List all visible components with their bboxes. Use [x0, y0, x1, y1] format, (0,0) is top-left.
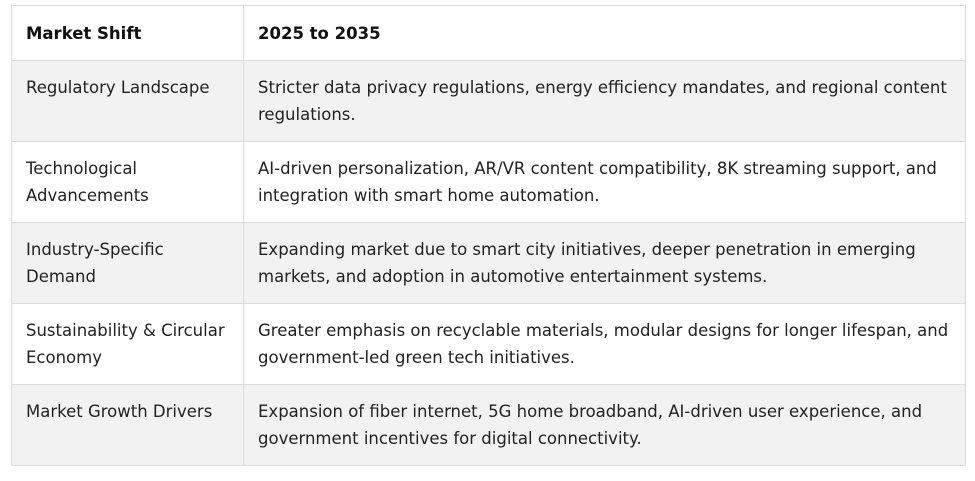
header-market-shift: Market Shift [11, 5, 244, 61]
table-row: Regulatory Landscape Stricter data priva… [11, 60, 966, 142]
row-detail-cell: Greater emphasis on recyclable materials… [243, 303, 966, 385]
table-row: Technological Advancements AI-driven per… [11, 141, 966, 223]
market-shift-table-container: Market Shift 2025 to 2035 Regulatory Lan… [11, 5, 966, 466]
row-detail-cell: Stricter data privacy regulations, energ… [243, 60, 966, 142]
row-shift-cell: Market Growth Drivers [11, 384, 244, 466]
row-detail-cell: AI-driven personalization, AR/VR content… [243, 141, 966, 223]
table-header-row: Market Shift 2025 to 2035 [11, 5, 966, 61]
table-row: Industry-Specific Demand Expanding marke… [11, 222, 966, 304]
row-detail-cell: Expansion of fiber internet, 5G home bro… [243, 384, 966, 466]
row-shift-cell: Technological Advancements [11, 141, 244, 223]
row-detail-cell: Expanding market due to smart city initi… [243, 222, 966, 304]
table-row: Sustainability & Circular Economy Greate… [11, 303, 966, 385]
row-shift-cell: Regulatory Landscape [11, 60, 244, 142]
market-shift-table: Market Shift 2025 to 2035 Regulatory Lan… [11, 5, 966, 466]
table-row: Market Growth Drivers Expansion of fiber… [11, 384, 966, 466]
row-shift-cell: Industry-Specific Demand [11, 222, 244, 304]
row-shift-cell: Sustainability & Circular Economy [11, 303, 244, 385]
header-2025-to-2035: 2025 to 2035 [243, 5, 966, 61]
